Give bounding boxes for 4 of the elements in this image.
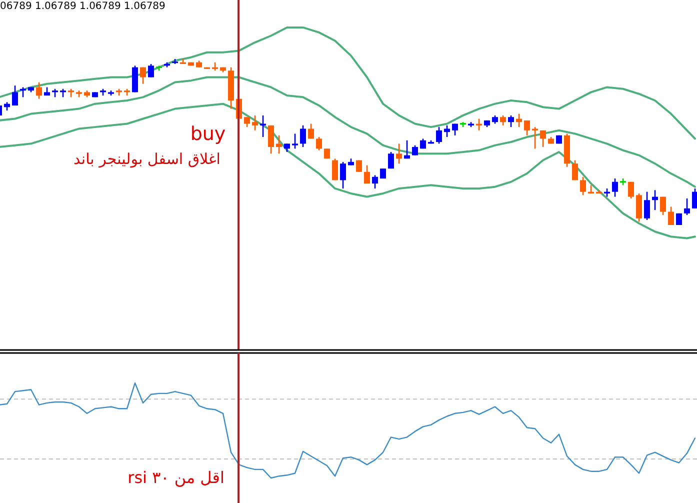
annotation: اغلاق اسفل بولينجر باند xyxy=(74,150,220,168)
text: 06789 1.06789 1.06789 1.06789 xyxy=(0,1,166,12)
annotation: buy xyxy=(190,123,226,145)
annotation: اقل من ٣٠ rsi xyxy=(128,468,224,487)
